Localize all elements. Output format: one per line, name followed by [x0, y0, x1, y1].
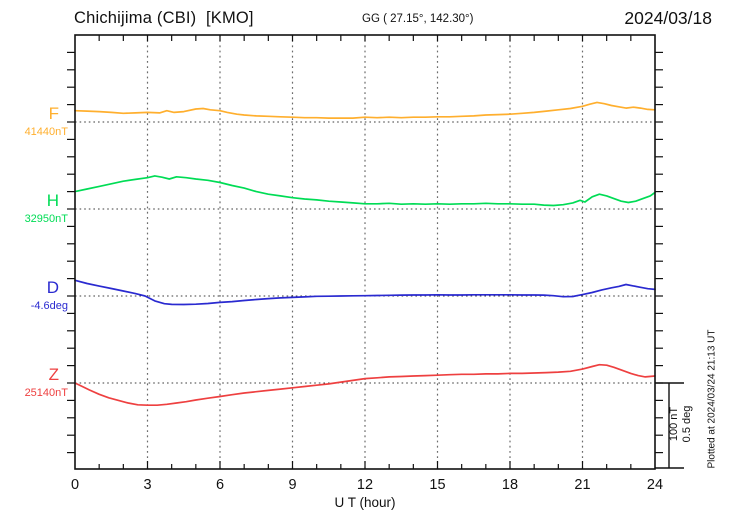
x-tick-label: 6 [215, 477, 225, 493]
plotted-timestamp: Plotted at 2024/03/24 21:13 UT [706, 329, 718, 469]
h-baseline-value: 32950nT [24, 213, 68, 225]
trace-F [74, 101, 656, 119]
plot-date: 2024/03/18 [624, 8, 712, 28]
x-tick-label: 3 [143, 477, 152, 493]
component-D: D -4.6deg [0, 279, 68, 312]
x-tick-label: 15 [429, 477, 446, 493]
z-component-label: Z [48, 365, 59, 384]
h-component-label: H [46, 191, 59, 210]
trace-H [74, 175, 656, 207]
x-tick-label: 24 [646, 477, 664, 493]
x-tick-label: 12 [356, 477, 374, 493]
f-component-label: F [48, 104, 59, 123]
x-axis-title: U T (hour) [334, 495, 396, 510]
scale-bar-nt-label: 100 nT [668, 406, 680, 442]
geographic-coords: GG ( 27.15°, 142.30°) [362, 13, 474, 25]
scale-bar-deg-label: 0.5 deg [681, 405, 693, 443]
scale-bar-labels: 100 nT 0.5 deg [668, 406, 694, 443]
x-tick-label: 18 [501, 477, 519, 493]
x-tick-label: 21 [574, 477, 591, 493]
component-F: F 41440nT [0, 105, 68, 138]
f-baseline-value: 41440nT [24, 126, 68, 138]
component-Z: Z 25140nT [0, 366, 68, 399]
d-baseline-value: -4.6deg [30, 300, 68, 312]
d-component-label: D [46, 278, 59, 297]
station-title: Chichijima (CBI) [KMO] [74, 9, 254, 27]
x-tick-label: 0 [70, 477, 80, 493]
component-H: H 32950nT [0, 192, 68, 225]
z-baseline-value: 25140nT [24, 387, 68, 399]
trace-Z [74, 363, 656, 407]
trace-D [74, 279, 656, 306]
x-tick-label: 9 [288, 477, 297, 493]
